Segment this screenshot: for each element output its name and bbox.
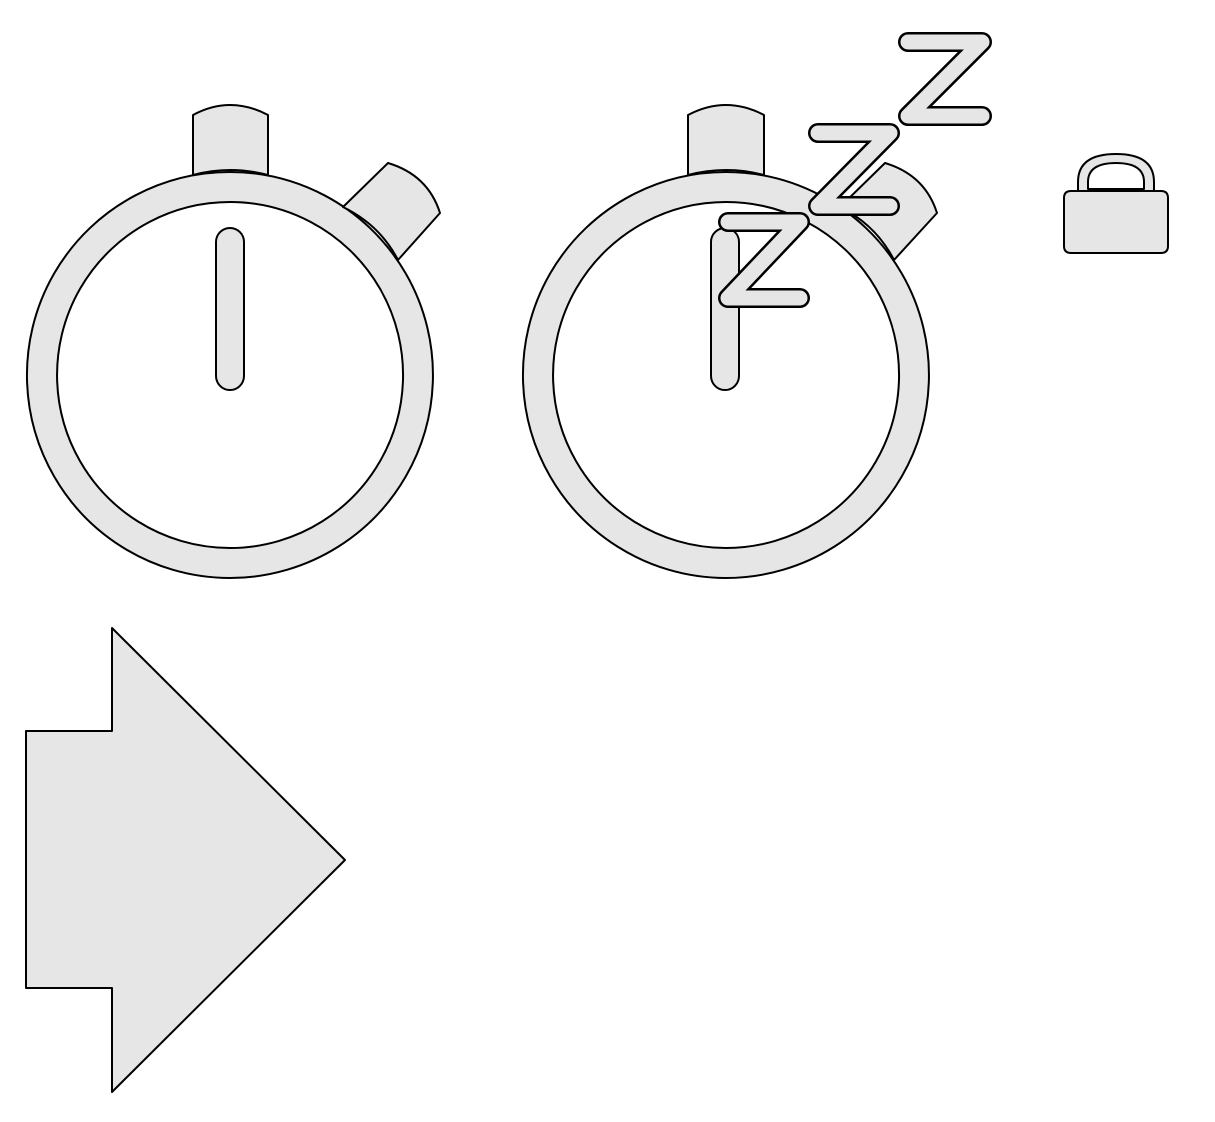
- stopwatch-icon[interactable]: [0, 90, 470, 590]
- lock-icon[interactable]: [1050, 130, 1180, 265]
- arrow-right-icon[interactable]: [10, 615, 360, 1105]
- stopwatch-sleep-icon[interactable]: [495, 20, 1015, 590]
